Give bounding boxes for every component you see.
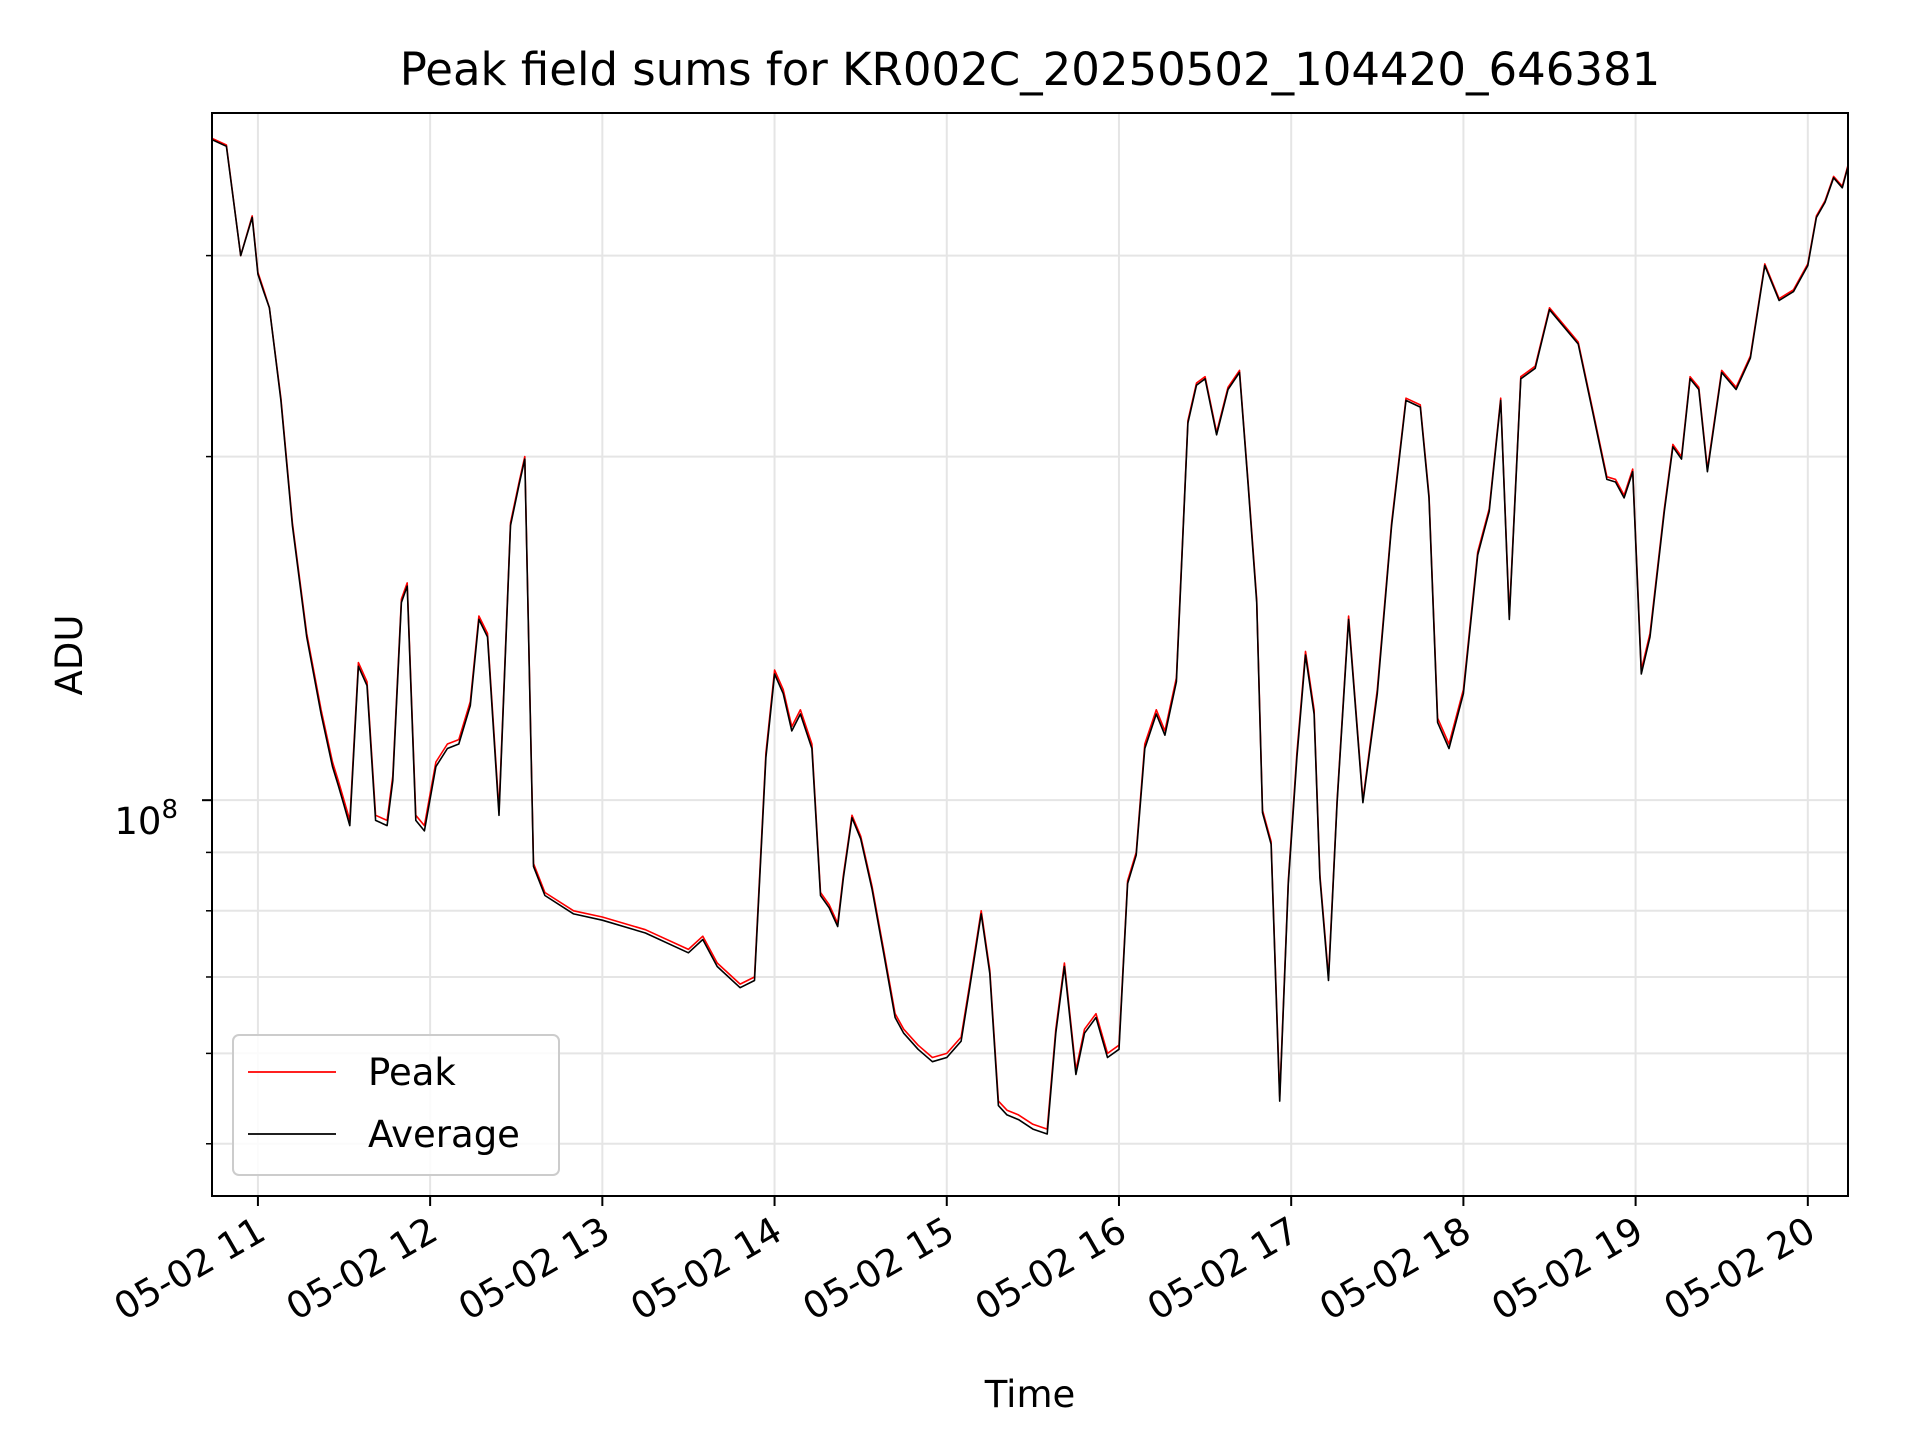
plot-frame (211, 112, 1849, 1197)
y-tick-label: 108 (114, 795, 178, 843)
y-axis: 108 (114, 254, 212, 1145)
legend-label-peak: Peak (368, 1051, 456, 1094)
series-line-average (211, 138, 1849, 1135)
legend-label-average: Average (368, 1113, 520, 1156)
legend-box (232, 1034, 560, 1176)
grid (212, 113, 1848, 1196)
plot-lines (211, 137, 1849, 1135)
x-axis-label: Time (984, 1373, 1076, 1416)
chart-title: Peak field sums for KR002C_20250502_1044… (400, 43, 1660, 96)
y-axis-label: ADU (48, 615, 91, 696)
legend: Peak Average (232, 1034, 560, 1176)
